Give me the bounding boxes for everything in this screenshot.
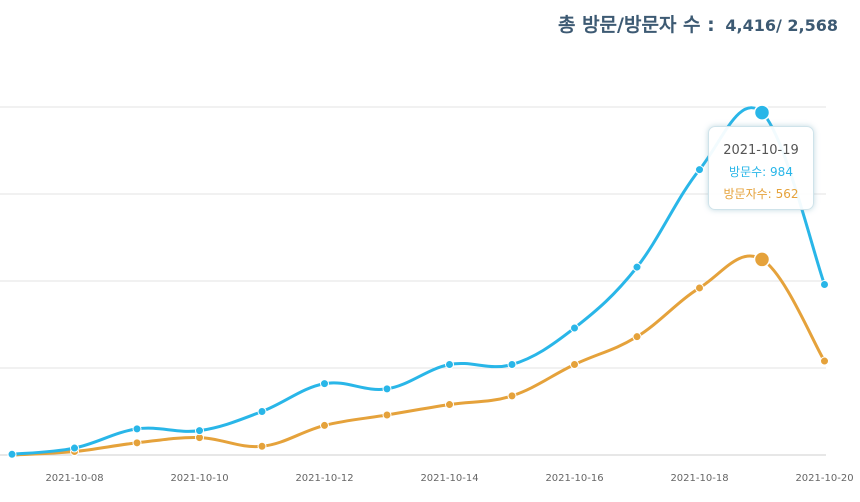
visits-point[interactable] [820, 279, 829, 289]
visitors-point[interactable] [382, 410, 392, 420]
visits-point[interactable] [132, 424, 142, 434]
visits-point[interactable] [632, 262, 642, 272]
visitors-point[interactable] [320, 420, 329, 430]
visitors-point[interactable] [507, 391, 517, 401]
tooltip-visitors-value: 562 [775, 187, 799, 201]
tooltip-visitors: 방문자수: 562 [709, 183, 813, 205]
x-tick-label: 2021-10-12 [295, 473, 353, 484]
visitors-point[interactable] [570, 360, 579, 370]
tooltip-visits-value: 984 [770, 165, 793, 179]
series-group [7, 104, 829, 460]
visits-point[interactable] [753, 104, 771, 121]
visitors-point[interactable] [132, 438, 142, 448]
visits-point[interactable] [7, 449, 17, 459]
visits-point[interactable] [70, 443, 79, 453]
x-tick-label: 2021-10-16 [545, 473, 603, 484]
x-tick-label: 2021-10-18 [670, 473, 728, 484]
grid-lines [0, 106, 826, 456]
visitors-point[interactable] [632, 332, 642, 342]
total-values: 4,416/ 2,568 [725, 16, 838, 35]
visitors-point[interactable] [695, 283, 704, 293]
visitors-point[interactable] [820, 356, 829, 366]
tooltip-date: 2021-10-19 [723, 143, 799, 158]
visits-point[interactable] [445, 360, 454, 370]
x-tick-label: 2021-10-20 [795, 473, 853, 484]
tooltip-visits: 방문수: 984 [709, 161, 813, 183]
total-visits-summary: 총 방문/방문자 수 : 4,416/ 2,568 [558, 10, 838, 37]
tooltip-visitors-label: 방문자수: [723, 187, 772, 201]
x-tick-label: 2021-10-10 [170, 473, 228, 484]
x-axis-ticks: 2021-10-08 2021-10-10 2021-10-12 2021-10-14… [45, 473, 853, 484]
hover-tooltip: 2021-10-19 방문수: 984 방문자수: 562 [708, 126, 814, 210]
visitors-point[interactable] [445, 400, 454, 410]
visitors-point[interactable] [753, 251, 771, 268]
visits-point[interactable] [320, 379, 329, 389]
visits-point[interactable] [570, 323, 579, 333]
total-label: 총 방문/방문자 수 : [557, 14, 715, 36]
visits-point[interactable] [195, 426, 204, 436]
x-tick-label: 2021-10-08 [45, 473, 103, 484]
x-tick-label: 2021-10-14 [420, 473, 478, 484]
visitors-point[interactable] [257, 441, 267, 451]
visits-point[interactable] [507, 360, 517, 370]
visits-point[interactable] [695, 165, 704, 175]
tooltip-visits-label: 방문수: [729, 165, 767, 179]
visits-point[interactable] [257, 407, 267, 416]
visits-point[interactable] [382, 384, 392, 394]
